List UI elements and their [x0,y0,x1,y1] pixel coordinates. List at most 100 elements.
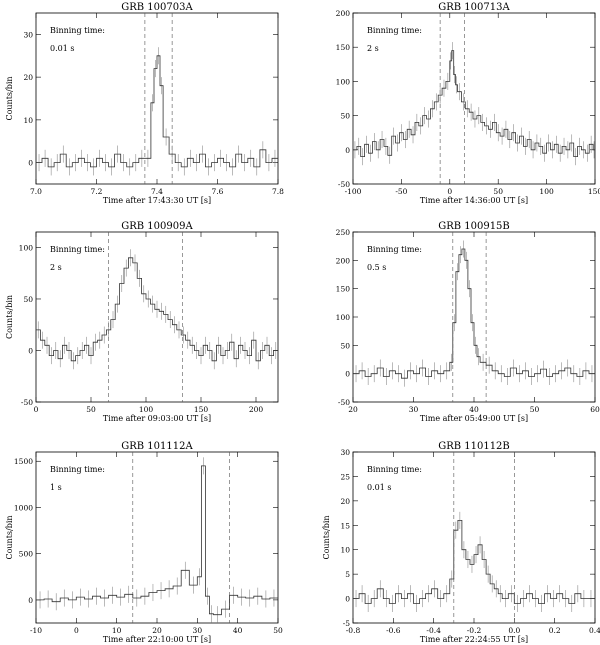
y-axis-label: Counts/bin [5,295,14,339]
y-tick-label: -50 [338,180,350,189]
y-tick-label: 50 [340,112,350,121]
x-tick-label: 40 [233,626,243,635]
x-tick-label: 20 [348,405,358,414]
binning-time-label: Binning time: [50,465,105,474]
y-tick-label: 1000 [14,503,33,512]
y-tick-label: 250 [336,228,351,237]
x-tick-label: 30 [193,626,203,635]
binning-time-value: 0.01 s [367,483,391,492]
y-tick-label: -50 [21,398,33,407]
x-tick-label: 60 [590,405,600,414]
y-tick-label: 100 [19,243,34,252]
x-tick-label: 50 [273,626,283,635]
x-tick-label: 0.4 [589,626,600,635]
chart-panel-1: GRB 100703A 7.0 7.2 7.4 7.6 7.8 0 10 20 30 Time af… [5,2,284,205]
x-tick-label: 150 [588,187,600,196]
y-tick-label: 0 [28,346,33,355]
binning-time-value: 2 s [50,263,62,272]
x-tick-label: 7.4 [151,187,163,196]
light-curve [353,520,595,604]
x-tick-label: 0 [34,405,39,414]
y-tick-label: 0 [345,370,350,379]
y-tick-label: 25 [340,472,350,481]
chart-panel-6: GRB 110112B -0.8 -0.6 -0.4 -0.2 0.0 0.2 0.4 -5 0 5… [322,441,600,644]
y-tick-label: 500 [19,550,34,559]
y-tick-label: -50 [338,398,350,407]
x-tick-label: 7.8 [272,187,284,196]
y-tick-label: 15 [340,521,350,530]
chart-title: GRB 100703A [121,2,193,13]
chart-title: GRB 101112A [121,441,193,452]
light-curve [36,465,278,616]
y-tick-label: 1500 [14,457,33,466]
x-tick-label: 50 [493,187,503,196]
light-curve [36,55,278,168]
binning-time-label: Binning time: [50,26,105,35]
x-tick-label: -0.8 [346,626,361,635]
y-tick-label: 0 [345,146,350,155]
x-tick-label: 50 [530,405,540,414]
y-tick-label: 0 [28,159,33,168]
y-axis-label: Counts/bin [322,515,331,559]
binning-time-value: 1 s [50,483,62,492]
plot-frame [352,12,596,185]
x-tick-label: 40 [469,405,479,414]
y-tick-label: 50 [23,295,33,304]
x-tick-label: -0.2 [467,626,482,635]
y-tick-label: 50 [340,341,350,350]
chart-panel-2: GRB 100713A-100 -50 0 50 100 150-500501001502… [336,2,600,205]
x-tick-label: 0 [447,187,452,196]
binning-time-label: Binning time: [367,465,422,474]
light-curve [353,248,595,379]
x-axis-label: Time after 14:36:00 UT [s] [420,196,528,205]
chart-title: GRB 100909A [121,221,193,232]
x-axis-label: Time after 05:49:00 UT [s] [420,414,528,423]
x-tick-label: -100 [345,187,362,196]
x-tick-label: 100 [139,405,154,414]
binning-time-value: 0.5 s [367,263,386,272]
chart-panel-4: GRB 100915B 20 30 40 50 60 -50 0 50 100 150 200 250 T… [336,221,600,423]
x-axis-label: Time after 22:24:55 UT [s] [420,635,528,644]
y-axis-label: Counts/bin [5,515,14,559]
x-tick-label: 7.6 [212,187,224,196]
x-axis-label: Time after 22:10:00 UT [s] [103,635,211,644]
x-tick-label: 200 [249,405,264,414]
x-tick-label: -0.6 [386,626,401,635]
y-tick-label: 0 [28,596,33,605]
y-tick-label: 200 [336,9,351,18]
y-tick-label: 30 [23,30,33,39]
x-tick-label: 7.2 [91,187,103,196]
light-curve [36,257,278,362]
x-tick-label: 10 [112,626,122,635]
y-tick-label: 100 [336,313,351,322]
y-tick-label: 30 [340,448,350,457]
x-tick-label: 100 [539,187,554,196]
x-tick-label: 0 [74,626,79,635]
x-tick-label: 20 [152,626,162,635]
x-tick-label: -50 [395,187,407,196]
binning-time-label: Binning time: [50,245,105,254]
y-tick-label: -5 [343,619,351,628]
x-tick-label: 150 [194,405,209,414]
x-tick-label: 7.0 [30,187,42,196]
x-tick-label: -0.4 [426,626,441,635]
binning-time-label: Binning time: [367,245,422,254]
y-tick-label: 100 [336,77,351,86]
chart-title: GRB 100915B [438,221,510,232]
y-tick-label: 150 [336,43,351,52]
y-tick-label: 10 [340,546,350,555]
binning-time-value: 2 s [367,44,379,53]
x-tick-label: 0.2 [549,626,561,635]
plot-frame [35,231,279,403]
x-axis-label: Time after 09:03:00 UT [s] [103,414,211,423]
light-curve [353,50,595,157]
binning-time-value: 0.01 s [50,44,74,53]
y-tick-label: 20 [340,497,350,506]
binning-time-label: Binning time: [367,26,422,35]
x-axis-label: Time after 17:43:30 UT [s] [103,196,211,205]
y-tick-label: 10 [23,116,33,125]
x-tick-label: 50 [86,405,96,414]
y-tick-label: 200 [336,256,351,265]
